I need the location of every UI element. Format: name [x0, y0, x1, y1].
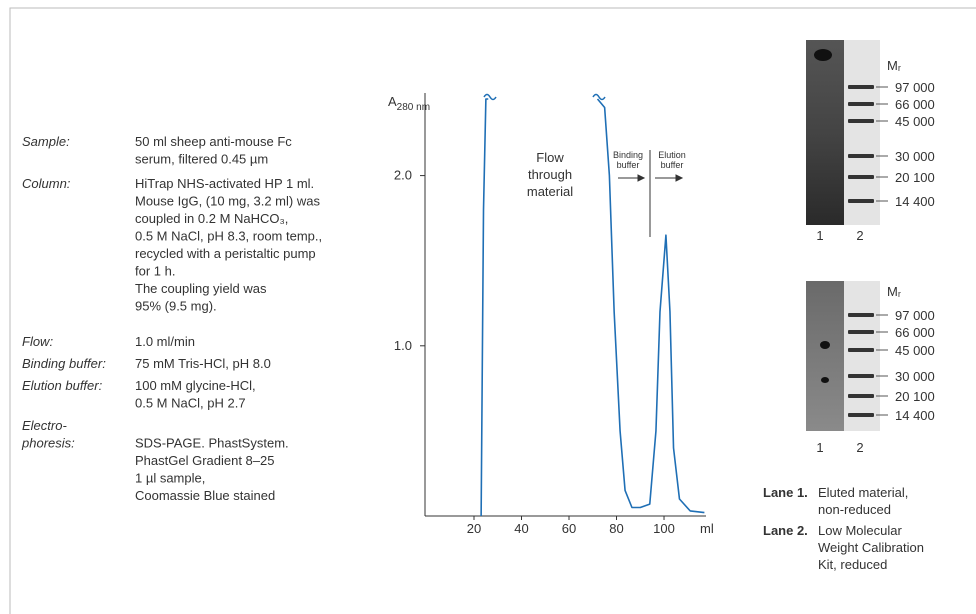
condition-value: recycled with a peristaltic pump [135, 246, 316, 261]
marker-label: 20 100 [895, 389, 935, 404]
lane-legend-key: Lane 2. [763, 523, 808, 538]
condition-value: SDS-PAGE. PhastSystem. [135, 436, 289, 451]
y-tick-label: 1.0 [394, 338, 412, 353]
y-label-main: A [388, 94, 397, 109]
marker-band [848, 119, 874, 123]
marker-label: 20 100 [895, 170, 935, 185]
condition-label: phoresis: [21, 436, 75, 451]
condition-value: 0.5 M NaCl, pH 2.7 [135, 396, 246, 411]
lane-number: 2 [856, 440, 863, 455]
marker-label: 30 000 [895, 149, 935, 164]
marker-band [848, 374, 874, 378]
marker-band [848, 348, 874, 352]
break-marks [483, 93, 606, 101]
condition-value: 1.0 ml/min [135, 334, 195, 349]
frame [9, 7, 976, 614]
annotation: Flow [536, 150, 564, 165]
marker-band [848, 413, 874, 417]
x-unit: ml [700, 521, 714, 536]
marker-band [848, 85, 874, 89]
marker-label: 14 400 [895, 194, 935, 209]
marker-band [848, 199, 874, 203]
marker-label: 45 000 [895, 343, 935, 358]
annotation: material [527, 184, 573, 199]
annotation: Binding [613, 150, 643, 160]
condition-value: Coomassie Blue stained [135, 488, 275, 503]
marker-band [848, 175, 874, 179]
marker-label: 66 000 [895, 97, 935, 112]
line-series [480, 98, 705, 517]
marker-label: 97 000 [895, 308, 935, 323]
x-tick-label: 100 [653, 521, 675, 536]
x-tick-label: 80 [609, 521, 623, 536]
marker-band [848, 102, 874, 106]
marker-band [848, 330, 874, 334]
annotation: Elution [658, 150, 686, 160]
condition-value: for 1 h. [135, 264, 175, 279]
x-tick-label: 40 [514, 521, 528, 536]
condition-value: 50 ml sheep anti-mouse Fc [135, 134, 292, 149]
condition-value: 1 µl sample, [135, 471, 205, 486]
x-tick-label: 20 [467, 521, 481, 536]
condition-value: serum, filtered 0.45 µm [135, 152, 268, 167]
marker-label: 45 000 [895, 114, 935, 129]
lane-legend-text: Kit, reduced [818, 557, 887, 572]
marker-label: 30 000 [895, 369, 935, 384]
marker-band [848, 313, 874, 317]
mr-label: Mᵣ [887, 284, 901, 299]
condition-value: 0.5 M NaCl, pH 8.3, room temp., [135, 229, 322, 244]
marker-label: 14 400 [895, 408, 935, 423]
lane-number: 1 [816, 440, 823, 455]
condition-value: coupled in 0.2 M NaHCO₃, [135, 211, 288, 226]
condition-value: Mouse IgG, (10 mg, 3.2 ml) was [135, 194, 320, 209]
condition-value: 75 mM Tris-HCl, pH 8.0 [135, 356, 271, 371]
y-axis-label: A280 nm [388, 94, 430, 113]
condition-value: 95% (9.5 mg). [135, 299, 217, 314]
annotation: through [528, 167, 572, 182]
gel-spot [821, 377, 829, 383]
condition-label: Electro- [22, 418, 67, 433]
condition-label: Column: [22, 176, 71, 191]
lane-legend-key: Lane 1. [763, 485, 808, 500]
mr-label: Mᵣ [887, 58, 901, 73]
condition-value: 100 mM glycine-HCl, [135, 378, 256, 393]
arrows [618, 174, 684, 182]
condition-label: Elution buffer: [22, 378, 103, 393]
y-label-sub: 280 nm [397, 102, 430, 113]
gel-lane [806, 281, 844, 431]
condition-value: The coupling yield was [135, 281, 267, 296]
lane-number: 1 [816, 228, 823, 243]
condition-label: Binding buffer: [22, 356, 106, 371]
gel-spot [814, 49, 832, 61]
marker-band [848, 394, 874, 398]
condition-label: Flow: [22, 334, 53, 349]
lane-legend-text: Weight Calibration [818, 540, 924, 555]
marker-label: 97 000 [895, 80, 935, 95]
marker-label: 66 000 [895, 325, 935, 340]
lane-legend-text: Low Molecular [818, 523, 902, 538]
lane-legend-text: Eluted material, [818, 485, 908, 500]
gel-spot [820, 341, 830, 349]
condition-value: HiTrap NHS-activated HP 1 ml. [135, 176, 314, 191]
condition-label: Sample: [22, 134, 70, 149]
gel-lane [844, 40, 880, 225]
gel-lane [806, 40, 844, 225]
marker-band [848, 154, 874, 158]
annotation: buffer [661, 160, 684, 170]
annotation: buffer [617, 160, 640, 170]
lane-number: 2 [856, 228, 863, 243]
lane-legend-text: non-reduced [818, 502, 891, 517]
condition-value: PhastGel Gradient 8–25 [135, 453, 274, 468]
y-tick-label: 2.0 [394, 168, 412, 183]
x-tick-label: 60 [562, 521, 576, 536]
gel-lane [844, 281, 880, 431]
